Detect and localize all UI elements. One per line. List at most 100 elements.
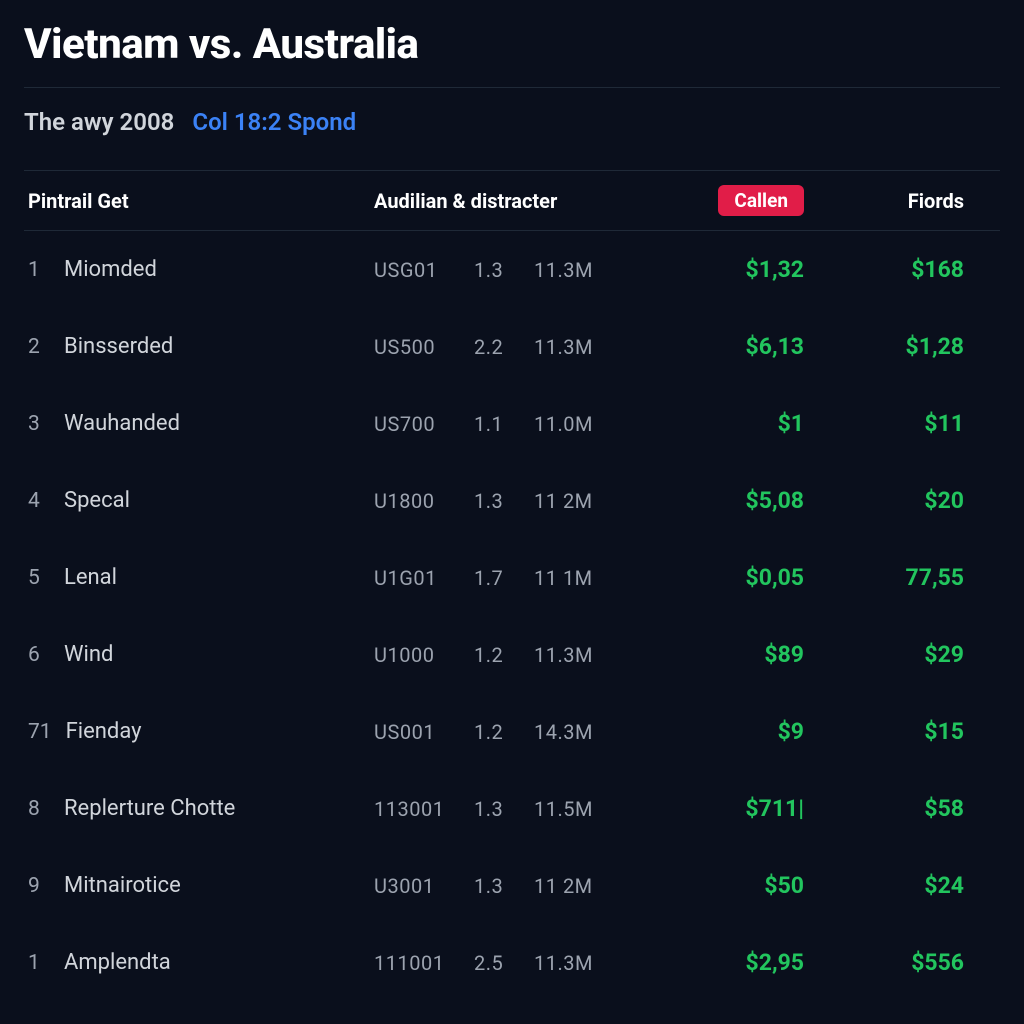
cell-callen: $1 bbox=[654, 410, 834, 437]
aud-c: 14.3M bbox=[534, 720, 594, 744]
row-name: Wind bbox=[64, 642, 113, 667]
aud-a: U1000 bbox=[374, 643, 454, 667]
aud-a: US500 bbox=[374, 335, 454, 359]
aud-b: 1.7 bbox=[474, 566, 514, 590]
aud-c: 11 2M bbox=[534, 489, 594, 513]
cell-fiords: $556 bbox=[834, 949, 974, 976]
aud-a: 111001 bbox=[374, 951, 454, 975]
cell-callen: $1,32 bbox=[654, 256, 834, 283]
table-row[interactable]: 1 Miomded USG01 1.3 11.3M $1,32$168 bbox=[24, 231, 1000, 308]
aud-a: U3001 bbox=[374, 874, 454, 898]
aud-c: 11.3M bbox=[534, 335, 594, 359]
row-rank: 6 bbox=[28, 643, 50, 667]
cell-aud: USG01 1.3 11.3M bbox=[374, 258, 654, 282]
aud-c: 11 1M bbox=[534, 566, 594, 590]
cell-callen: $0,05 bbox=[654, 564, 834, 591]
cell-callen: $2,95 bbox=[654, 949, 834, 976]
row-rank: 8 bbox=[28, 797, 50, 821]
table-row[interactable]: 1Amplendta1110012.511.3M$2,95$556 bbox=[24, 924, 1000, 1001]
cell-callen: $50 bbox=[654, 872, 834, 899]
cell-rank-name: 2Binsserded bbox=[24, 334, 374, 359]
cell-rank-name: 9Mitnairotice bbox=[24, 873, 374, 898]
aud-a: U1800 bbox=[374, 489, 454, 513]
aud-a: 113001 bbox=[374, 797, 454, 821]
cell-rank-name: 71Fienday bbox=[24, 719, 374, 744]
aud-b: 1.2 bbox=[474, 720, 514, 744]
cell-rank-name: 6 Wind bbox=[24, 642, 374, 667]
row-rank: 71 bbox=[28, 720, 52, 744]
cell-rank-name: 1 Miomded bbox=[24, 257, 374, 282]
cell-aud: US7001.111.0M bbox=[374, 412, 654, 436]
cell-aud: 113001 1.3 11.5M bbox=[374, 797, 654, 821]
cell-rank-name: 5Lenal bbox=[24, 565, 374, 590]
table-row[interactable]: 2BinsserdedUS500 2.2 11.3M $6,13$1,28 bbox=[24, 308, 1000, 385]
aud-b: 1.2 bbox=[474, 643, 514, 667]
cell-rank-name: 4 Specal bbox=[24, 488, 374, 513]
col-header-name[interactable]: Pintrail Get bbox=[24, 189, 374, 213]
aud-c: 11 2M bbox=[534, 874, 594, 898]
row-rank: 4 bbox=[28, 489, 50, 513]
cell-fiords: $58 bbox=[834, 795, 974, 822]
cell-fiords: 77,55 bbox=[834, 564, 974, 591]
cell-aud: U3001 1.3 11 2M bbox=[374, 874, 654, 898]
aud-b: 1.3 bbox=[474, 489, 514, 513]
aud-b: 2.2 bbox=[474, 335, 514, 359]
col-header-aud[interactable]: Audilian & distracter bbox=[374, 189, 654, 213]
cell-callen: $89 bbox=[654, 641, 834, 668]
aud-a: USG01 bbox=[374, 258, 454, 282]
cell-fiords: $29 bbox=[834, 641, 974, 668]
table-header-row: Pintrail Get Audilian & distracter Calle… bbox=[24, 170, 1000, 231]
aud-b: 1.3 bbox=[474, 797, 514, 821]
cell-fiords: $24 bbox=[834, 872, 974, 899]
aud-c: 11.3M bbox=[534, 951, 594, 975]
cell-fiords: $15 bbox=[834, 718, 974, 745]
aud-c: 11.5M bbox=[534, 797, 594, 821]
row-name: Specal bbox=[64, 488, 130, 513]
cell-aud: U1G01 1.7 11 1M bbox=[374, 566, 654, 590]
aud-a: U1G01 bbox=[374, 566, 454, 590]
cell-callen: $5,08 bbox=[654, 487, 834, 514]
cell-aud: U1000 1.2 11.3M bbox=[374, 643, 654, 667]
row-rank: 1 bbox=[28, 951, 50, 975]
table-row[interactable]: 5LenalU1G01 1.7 11 1M $0,0577,55 bbox=[24, 539, 1000, 616]
cell-rank-name: 1Amplendta bbox=[24, 950, 374, 975]
page-title: Vietnam vs. Australia bbox=[24, 20, 1000, 69]
cell-fiords: $168 bbox=[834, 256, 974, 283]
cell-aud: U1800 1.3 11 2M bbox=[374, 489, 654, 513]
aud-a: US001 bbox=[374, 720, 454, 744]
cell-fiords: $1,28 bbox=[834, 333, 974, 360]
row-rank: 1 bbox=[28, 258, 50, 282]
subheader: The awy 2008 Col 18:2 Spond bbox=[24, 108, 1000, 136]
table-row[interactable]: 9MitnairoticeU3001 1.3 11 2M $50$24 bbox=[24, 847, 1000, 924]
cell-callen: $9 bbox=[654, 718, 834, 745]
cell-callen: $711| bbox=[654, 795, 834, 822]
table-row[interactable]: 71FiendayUS001 1.2 14.3M $9$15 bbox=[24, 693, 1000, 770]
aud-a: US700 bbox=[374, 412, 454, 436]
aud-c: 11.3M bbox=[534, 643, 594, 667]
aud-b: 1.3 bbox=[474, 258, 514, 282]
callen-badge: Callen bbox=[718, 185, 804, 216]
aud-c: 11.3M bbox=[534, 258, 594, 282]
cell-rank-name: 3 Wauhanded bbox=[24, 411, 374, 436]
col-header-fiords[interactable]: Fiords bbox=[834, 189, 974, 213]
subheader-link[interactable]: Col 18:2 Spond bbox=[192, 108, 356, 136]
row-name: Replerture Chotte bbox=[64, 796, 235, 821]
cell-fiords: $11 bbox=[834, 410, 974, 437]
table-row[interactable]: 4SpecalU18001.311 2M$5,08$20 bbox=[24, 462, 1000, 539]
cell-aud: US001 1.2 14.3M bbox=[374, 720, 654, 744]
row-name: Wauhanded bbox=[64, 411, 180, 436]
row-name: Miomded bbox=[64, 257, 157, 282]
row-name: Binsserded bbox=[64, 334, 173, 359]
aud-c: 11.0M bbox=[534, 412, 594, 436]
row-rank: 3 bbox=[28, 412, 50, 436]
cell-rank-name: 8 Replerture Chotte bbox=[24, 796, 374, 821]
table-row[interactable]: 8 Replerture Chotte 113001 1.3 11.5M $711|$58 bbox=[24, 770, 1000, 847]
table-row[interactable]: 6 Wind U1000 1.2 11.3M $89$29 bbox=[24, 616, 1000, 693]
cell-aud: US500 2.2 11.3M bbox=[374, 335, 654, 359]
table-row[interactable]: 3 Wauhanded US7001.111.0M$1$11 bbox=[24, 385, 1000, 462]
subheader-left: The awy 2008 bbox=[24, 108, 174, 136]
col-header-callen[interactable]: Callen bbox=[654, 185, 834, 216]
aud-b: 1.3 bbox=[474, 874, 514, 898]
cell-callen: $6,13 bbox=[654, 333, 834, 360]
row-name: Mitnairotice bbox=[64, 873, 181, 898]
